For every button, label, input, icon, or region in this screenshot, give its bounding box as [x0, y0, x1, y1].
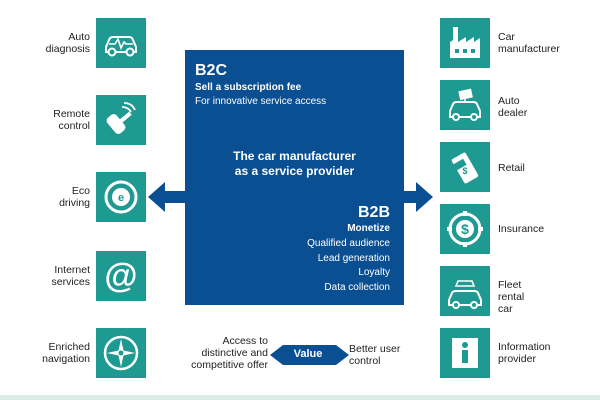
right-arrow	[403, 182, 433, 212]
center-title: The car manufacturer as a service provid…	[233, 149, 356, 178]
tile-internet-services: @	[96, 251, 146, 301]
b2b-subtitle: Monetize	[347, 223, 390, 234]
svg-text:e: e	[118, 192, 124, 204]
label-information-provider: Information provider	[498, 341, 551, 365]
tile-auto-diagnosis	[96, 18, 146, 68]
tile-remote-control	[96, 95, 146, 145]
label-internet-services: Internet services	[51, 264, 90, 288]
tile-enriched-navigation	[96, 328, 146, 378]
label-eco-driving: Eco driving	[59, 185, 90, 209]
info-icon	[452, 338, 478, 368]
b2c-description: For innovative service access	[195, 96, 327, 107]
label-car-manufacturer: Car manufacturer	[498, 31, 560, 55]
remote-key-icon	[106, 102, 136, 134]
bottom-divider	[0, 395, 600, 400]
value-label: Value	[293, 348, 323, 360]
b2b-title: B2B	[357, 204, 390, 221]
label-enriched-navigation: Enriched navigation	[42, 341, 90, 365]
svg-text:$: $	[461, 221, 469, 237]
label-auto-dealer: Auto dealer	[498, 95, 528, 119]
label-insurance: Insurance	[498, 223, 545, 235]
car-dealer-icon	[449, 88, 481, 121]
svg-text:@: @	[104, 257, 137, 295]
tile-insurance: $	[440, 204, 490, 254]
fleet-cars-icon	[448, 280, 482, 309]
tile-auto-dealer	[440, 80, 490, 130]
b2c-title: B2C	[195, 62, 228, 79]
b2b-items: Qualified audience Lead generation Loyal…	[307, 238, 390, 293]
label-auto-diagnosis: Auto diagnosis	[45, 31, 90, 55]
label-fleet-rental-car: Fleet rental car	[498, 279, 525, 315]
b2c-description-bold: Sell a subscription fee	[195, 82, 302, 93]
svg-text:$: $	[462, 166, 467, 176]
tile-retail: $	[440, 142, 490, 192]
at-sign-icon: @	[104, 257, 137, 295]
value-arrow	[270, 345, 349, 365]
car-pulse-icon	[105, 36, 137, 57]
tile-information-provider	[440, 328, 490, 378]
tile-fleet-rental-car	[440, 266, 490, 316]
value-left-text: Access to distinctive and competitive of…	[191, 335, 268, 371]
insurance-shield-icon: $	[447, 211, 483, 247]
label-retail: Retail	[498, 162, 525, 174]
factory-icon	[450, 27, 480, 58]
left-arrow	[148, 182, 186, 212]
center-box: B2C Sell a subscription fee For innovati…	[185, 50, 404, 305]
tile-car-manufacturer	[440, 18, 490, 68]
tile-eco-driving: e	[96, 172, 146, 222]
card-swipe-icon: $	[450, 152, 479, 184]
compass-icon	[103, 335, 139, 371]
value-right-text: Better user control	[349, 343, 401, 367]
eco-gauge-icon: e	[104, 180, 138, 214]
label-remote-control: Remote control	[53, 108, 90, 132]
